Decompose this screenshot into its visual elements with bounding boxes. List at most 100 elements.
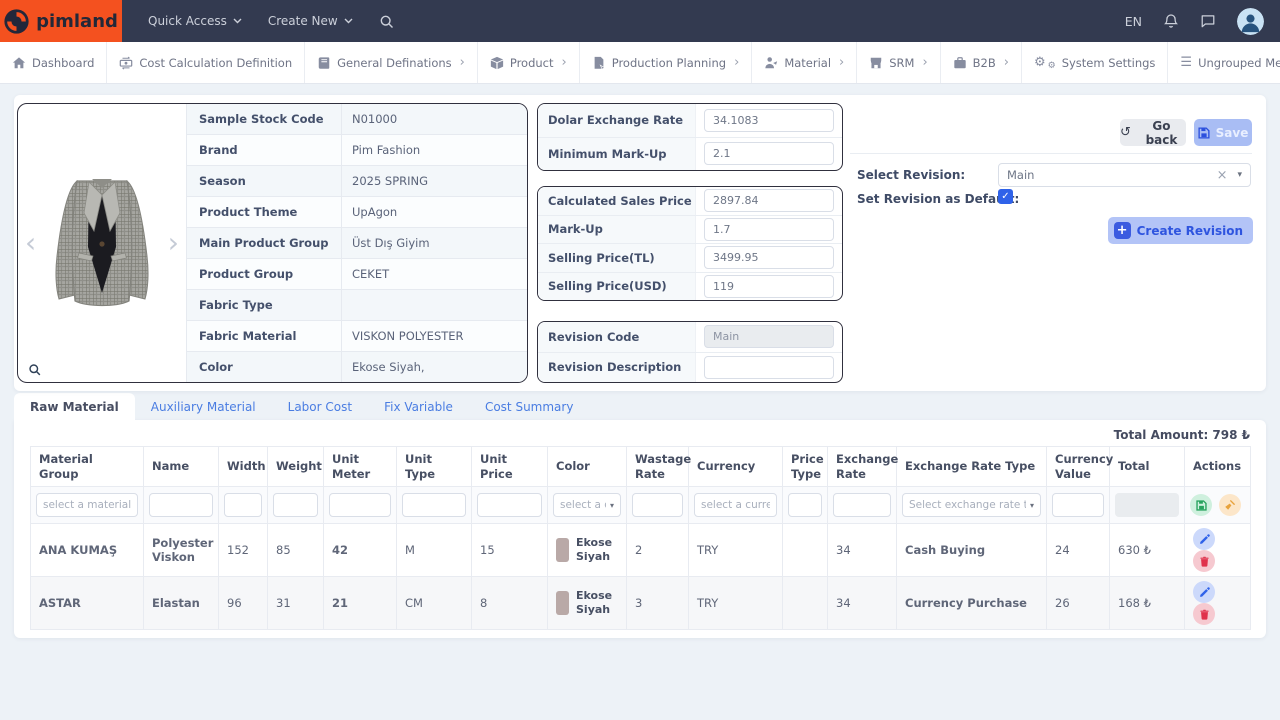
filter-save-button[interactable]: [1190, 494, 1212, 516]
pen-icon: [1199, 587, 1210, 598]
app-logo[interactable]: pimland: [0, 0, 122, 42]
filter-name[interactable]: [149, 493, 213, 517]
filter-currency-value[interactable]: [1052, 493, 1104, 517]
filter-exchange-rate[interactable]: [833, 493, 891, 517]
revision-description-input[interactable]: [704, 356, 834, 379]
tab-fix-variable[interactable]: Fix Variable: [368, 393, 469, 420]
field-label: Calculated Sales Price: [538, 187, 696, 215]
chevron-down-icon: [233, 18, 242, 24]
filter-color-select[interactable]: select a color ▾: [553, 493, 621, 517]
select-revision-label: Select Revision:: [857, 168, 965, 182]
filter-clear-button[interactable]: [1219, 494, 1241, 516]
markup-input[interactable]: [704, 218, 834, 241]
trash-icon: [1199, 556, 1210, 567]
cell-unit-meter: 21: [324, 577, 397, 630]
nav-label: Product: [510, 56, 554, 70]
nav-item-general-definations[interactable]: General Definations ›: [305, 42, 478, 83]
nav-label: Cost Calculation Definition: [139, 56, 292, 70]
cell-unit-price: 8: [472, 577, 548, 630]
filter-exchange-rate-type-select[interactable]: Select exchange rate type ▾: [902, 493, 1041, 517]
nav-item-ungrouped-menus[interactable]: ☰ Ungrouped Menus ›: [1168, 42, 1280, 83]
chevron-right-icon: ›: [460, 55, 465, 70]
image-zoom-icon[interactable]: [28, 363, 41, 376]
nav-item-b2b[interactable]: B2B ›: [941, 42, 1022, 83]
delete-row-button[interactable]: [1193, 550, 1215, 572]
cell-name: Elastan: [144, 577, 219, 630]
filter-unit-price[interactable]: [477, 493, 542, 517]
cost-calculation-icon: [119, 56, 133, 70]
cell-exchange-rate-type: Currency Purchase: [897, 577, 1047, 630]
messages-icon[interactable]: [1200, 13, 1216, 29]
nav-item-production-planning[interactable]: Production Planning ›: [580, 42, 753, 83]
filter-material-group[interactable]: [36, 493, 138, 517]
quick-access-menu[interactable]: Quick Access: [148, 14, 242, 28]
floppy-save-icon: [1198, 127, 1210, 139]
detail-value: UpAgon: [342, 197, 527, 227]
tab-labor-cost[interactable]: Labor Cost: [272, 393, 368, 420]
notifications-bell-icon[interactable]: [1163, 13, 1179, 29]
carousel-next-icon[interactable]: ›: [168, 229, 179, 257]
create-new-menu[interactable]: Create New: [268, 14, 353, 28]
exchange-rate-panel: Dolar Exchange Rate Minimum Mark-Up: [537, 103, 843, 171]
page-content: ‹ › Sample Stock CodeN01000 BrandPim Fas…: [0, 84, 1280, 638]
revision-select-value: Main: [1007, 168, 1217, 182]
chevron-right-icon: ›: [922, 55, 927, 70]
table-row: ANA KUMAŞ Polyester Viskon 152 85 42 M 1…: [31, 524, 1251, 577]
filter-price-type[interactable]: [788, 493, 822, 517]
carousel-prev-icon[interactable]: ‹: [25, 229, 36, 257]
detail-row: BrandPim Fashion: [187, 135, 527, 166]
filter-currency[interactable]: [694, 493, 777, 517]
calculated-sales-price-input[interactable]: [704, 189, 834, 212]
col-header: Currency: [689, 447, 783, 487]
book-icon: [317, 56, 331, 70]
delete-row-button[interactable]: [1193, 603, 1215, 625]
filter-width[interactable]: [224, 493, 262, 517]
filter-unit-type[interactable]: [402, 493, 466, 517]
filter-weight[interactable]: [273, 493, 318, 517]
search-icon[interactable]: [379, 14, 394, 29]
language-selector[interactable]: EN: [1125, 14, 1142, 29]
filter-color-placeholder: select a color: [560, 499, 606, 511]
clear-icon[interactable]: ×: [1217, 168, 1228, 183]
storefront-icon: [869, 56, 883, 70]
set-revision-default-checkbox[interactable]: ✓: [998, 189, 1013, 204]
person-pen-icon: [764, 56, 778, 70]
dolar-exchange-rate-input[interactable]: [704, 109, 834, 132]
minimum-markup-input[interactable]: [704, 142, 834, 165]
revision-panel: Revision Code Revision Description: [537, 321, 843, 383]
edit-row-button[interactable]: [1193, 528, 1215, 550]
filter-wastage-rate[interactable]: [632, 493, 683, 517]
create-revision-button[interactable]: + Create Revision: [1108, 217, 1253, 244]
filter-unit-meter[interactable]: [329, 493, 391, 517]
revision-select[interactable]: Main × ▾: [998, 163, 1251, 187]
nav-item-product[interactable]: Product ›: [478, 42, 580, 83]
nav-item-srm[interactable]: SRM ›: [857, 42, 940, 83]
nav-item-material[interactable]: Material ›: [752, 42, 857, 83]
tab-raw-material[interactable]: Raw Material: [14, 393, 135, 420]
user-avatar[interactable]: [1237, 8, 1264, 35]
gear-icon: ⚙: [1048, 61, 1056, 71]
edit-row-button[interactable]: [1193, 581, 1215, 603]
nav-item-system-settings[interactable]: ⚙ ⚙ System Settings: [1022, 42, 1168, 83]
detail-value: 2025 SPRING: [342, 166, 527, 196]
nav-item-dashboard[interactable]: Dashboard: [0, 42, 107, 83]
selling-price-tl-input[interactable]: [704, 246, 834, 269]
cell-wastage-rate: 2: [627, 524, 689, 577]
col-header: Wastage Rate: [627, 447, 689, 487]
detail-row: Fabric MaterialVISKON POLYESTER: [187, 321, 527, 352]
detail-value: Ekose Siyah,: [342, 352, 527, 382]
panel-row: Minimum Mark-Up: [538, 138, 842, 171]
detail-label: Product Theme: [187, 197, 342, 227]
product-image-pane: ‹ ›: [18, 104, 186, 382]
field-label: Selling Price(TL): [538, 244, 696, 272]
selling-price-usd-input[interactable]: [704, 275, 834, 298]
field-label: Revision Code: [538, 322, 696, 352]
tab-auxiliary-material[interactable]: Auxiliary Material: [135, 393, 272, 420]
go-back-button[interactable]: ↺ Go back: [1120, 119, 1186, 146]
save-button[interactable]: Save: [1194, 119, 1252, 146]
tab-cost-summary[interactable]: Cost Summary: [469, 393, 589, 420]
cell-exchange-rate-type: Cash Buying: [897, 524, 1047, 577]
product-info-box: ‹ › Sample Stock CodeN01000 BrandPim Fas…: [17, 103, 528, 383]
nav-item-cost-calculation-definition[interactable]: Cost Calculation Definition: [107, 42, 305, 83]
col-header: Exchange Rate: [828, 447, 897, 487]
